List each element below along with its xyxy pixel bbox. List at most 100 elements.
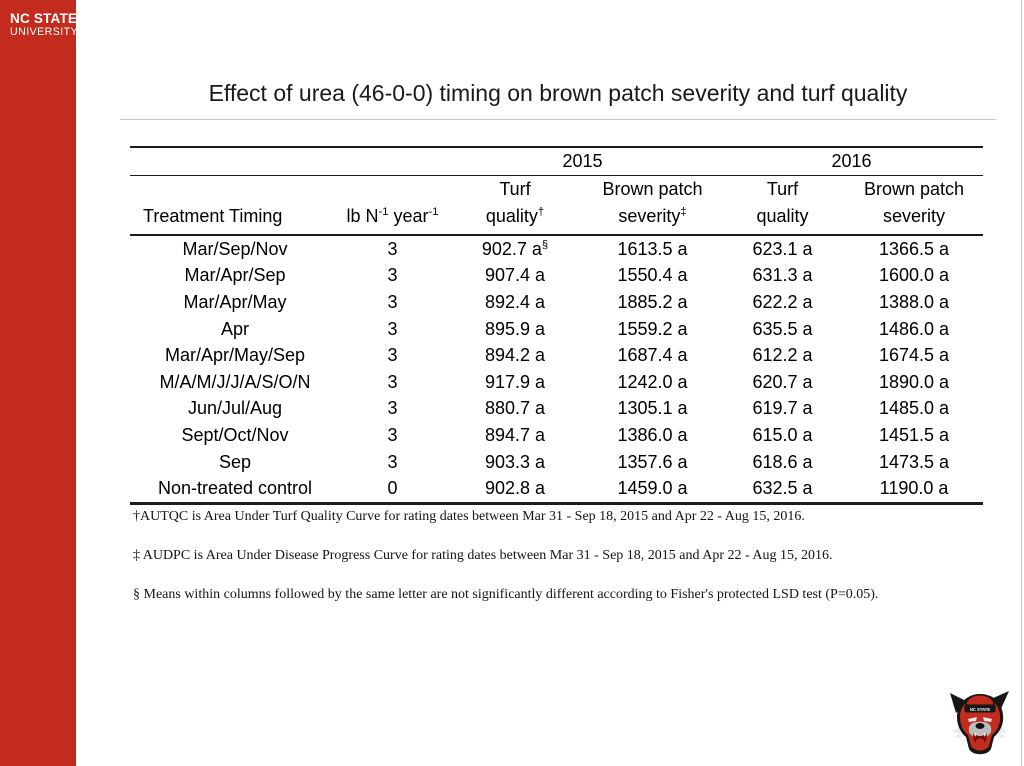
footnote-audpc: ‡ AUDPC is Area Under Disease Progress C…	[133, 548, 833, 563]
cell-brown-patch-2016: 1890.0 a	[878, 371, 950, 392]
cell-n-rate: 3	[387, 238, 398, 259]
cell-treatment-timing: Mar/Apr/May	[183, 291, 287, 312]
table-row: Jun/Jul/Aug 3 880.7 a 1305.1 a 619.7 a 1…	[130, 396, 983, 423]
header-line1: Turf	[766, 179, 799, 199]
cell-n-rate: 3	[387, 291, 398, 312]
table-row: Mar/Apr/Sep 3 907.4 a 1550.4 a 631.3 a 1…	[130, 263, 983, 290]
cell-turf-quality-2015: 895.9 a	[484, 318, 546, 339]
left-red-sidebar	[0, 0, 76, 766]
cell-treatment-timing: Sep	[218, 451, 252, 472]
results-table: 2015 2016 Treatment Timing lb N-1 year-1…	[130, 146, 984, 505]
cell-turf-quality-2016: 619.7 a	[752, 398, 813, 419]
cell-n-rate: 3	[387, 371, 398, 392]
year-header-row: 2015 2016	[130, 147, 984, 176]
header-text: severity	[618, 206, 681, 226]
header-line2: quality	[756, 206, 809, 226]
header-text: quality	[485, 206, 538, 226]
table-row: Apr 3 895.9 a 1559.2 a 635.5 a 1486.0 a	[130, 316, 983, 343]
cell-turf-quality-2015: 892.4 a	[484, 291, 546, 312]
column-header-row: Treatment Timing lb N-1 year-1 Turf quali…	[130, 175, 984, 236]
cell-brown-patch-2015: 1613.5 a	[617, 238, 688, 259]
year-header-2015: 2015	[445, 147, 721, 176]
cell-turf-quality-2015: 907.4 a	[484, 265, 546, 286]
header-line1: Brown patch	[863, 179, 965, 199]
n-rate-text2: year	[388, 206, 429, 226]
col-header-turf-quality-2015: Turf quality†	[445, 175, 585, 236]
cell-brown-patch-2016: 1451.5 a	[878, 424, 950, 445]
cell-brown-patch-2016: 1600.0 a	[878, 265, 950, 286]
cell-treatment-timing: Apr	[220, 318, 249, 339]
header-line2: severity	[883, 206, 946, 226]
cell-n-rate: 3	[387, 265, 398, 286]
cell-treatment-timing: Sept/Oct/Nov	[181, 424, 289, 445]
n-rate-sup1: -1	[378, 206, 389, 218]
cell-brown-patch-2015: 1386.0 a	[617, 424, 688, 445]
cell-turf-quality-2015: 903.3 a	[484, 451, 546, 472]
cell-n-rate: 3	[387, 398, 398, 419]
nc-state-wolf-mascot-logo: NC STATE	[950, 691, 1009, 755]
cell-turf-quality-2016: 612.2 a	[752, 345, 813, 366]
cell-brown-patch-2015: 1885.2 a	[617, 291, 688, 312]
col-header-n-rate: lb N-1 year-1	[340, 175, 445, 236]
cell-brown-patch-2016: 1485.0 a	[878, 398, 950, 419]
n-rate-text: lb N	[346, 206, 379, 226]
cell-turf-quality-2015: 917.9 a	[484, 371, 546, 392]
cell-treatment-timing: Mar/Apr/May/Sep	[164, 345, 306, 366]
brand-line-university: UNIVERSITY	[10, 25, 79, 38]
cell-turf-quality-2015: 902.8 a	[445, 475, 585, 505]
table-row: Mar/Apr/May/Sep 3 894.2 a 1687.4 a 612.2…	[130, 342, 983, 369]
cell-brown-patch-2015: 1305.1 a	[617, 398, 688, 419]
cell-treatment-timing: Non-treated control	[130, 475, 340, 505]
table-row: Mar/Apr/May 3 892.4 a 1885.2 a 622.2 a 1…	[130, 289, 983, 316]
cell-n-rate: 3	[387, 424, 398, 445]
header-line2: quality†	[445, 203, 585, 230]
cell-n-rate: 3	[387, 318, 398, 339]
cell-turf-quality-2015: 894.2 a	[484, 345, 546, 366]
title-underline-rule	[120, 119, 996, 120]
value-text: 902.7 a	[481, 238, 542, 259]
col-header-treatment-timing: Treatment Timing	[130, 175, 340, 236]
col-header-brown-patch-2015: Brown patch severity‡	[585, 175, 721, 236]
cell-brown-patch-2016: 1190.0 a	[845, 475, 984, 505]
cell-treatment-timing: Jun/Jul/Aug	[187, 398, 283, 419]
cell-turf-quality-2016: 631.3 a	[752, 265, 813, 286]
cell-treatment-timing: M/A/M/J/J/A/S/O/N	[159, 371, 311, 392]
cell-turf-quality-2016: 632.5 a	[720, 475, 846, 505]
cell-brown-patch-2016: 1366.5 a	[878, 238, 950, 259]
col-header-brown-patch-2016: Brown patch severity	[845, 175, 984, 236]
footnote-autqc: †AUTQC is Area Under Turf Quality Curve …	[133, 509, 805, 524]
cell-turf-quality-2016: 620.7 a	[752, 371, 813, 392]
col-header-turf-quality-2016: Turf quality	[720, 175, 846, 236]
cell-turf-quality-2015: 902.7 a§	[445, 235, 585, 263]
cell-treatment-timing: Mar/Sep/Nov	[182, 238, 288, 259]
cell-brown-patch-2016: 1388.0 a	[878, 291, 950, 312]
cell-brown-patch-2016: 1473.5 a	[878, 451, 950, 472]
cell-turf-quality-2016: 623.1 a	[752, 238, 813, 259]
year-header-2016: 2016	[720, 147, 984, 176]
header-line1: Turf	[499, 179, 531, 199]
cell-brown-patch-2015: 1459.0 a	[585, 475, 721, 505]
cell-brown-patch-2015: 1550.4 a	[617, 265, 688, 286]
cell-n-rate: 3	[387, 345, 398, 366]
cell-brown-patch-2016: 1674.5 a	[878, 345, 950, 366]
cell-turf-quality-2016: 622.2 a	[752, 291, 813, 312]
table-row: Mar/Sep/Nov 3 902.7 a§ 1613.5 a 623.1 a …	[130, 235, 983, 263]
double-dagger-superscript: ‡	[680, 206, 687, 218]
table-row: Sep 3 903.3 a 1357.6 a 618.6 a 1473.5 a	[130, 449, 983, 476]
table-row: Sept/Oct/Nov 3 894.7 a 1386.0 a 615.0 a …	[130, 422, 983, 449]
header-line1: Brown patch	[602, 179, 703, 199]
cell-n-rate: 3	[387, 451, 398, 472]
year-header-spacer	[130, 147, 445, 176]
brand-line-ncstate: NC STATE	[10, 11, 78, 26]
table-row: Non-treated control 0 902.8 a 1459.0 a 6…	[130, 475, 984, 505]
slide-right-edge-line	[1021, 0, 1022, 766]
cell-turf-quality-2016: 618.6 a	[752, 451, 813, 472]
table-row: M/A/M/J/J/A/S/O/N 3 917.9 a 1242.0 a 620…	[130, 369, 983, 396]
footnote-lsd: § Means within columns followed by the s…	[133, 587, 879, 602]
cell-turf-quality-2016: 635.5 a	[752, 318, 813, 339]
cell-brown-patch-2015: 1559.2 a	[617, 318, 688, 339]
svg-text:NC STATE: NC STATE	[970, 707, 991, 712]
n-rate-sup2: -1	[428, 206, 439, 218]
cell-brown-patch-2015: 1687.4 a	[617, 345, 688, 366]
cell-brown-patch-2016: 1486.0 a	[878, 318, 950, 339]
